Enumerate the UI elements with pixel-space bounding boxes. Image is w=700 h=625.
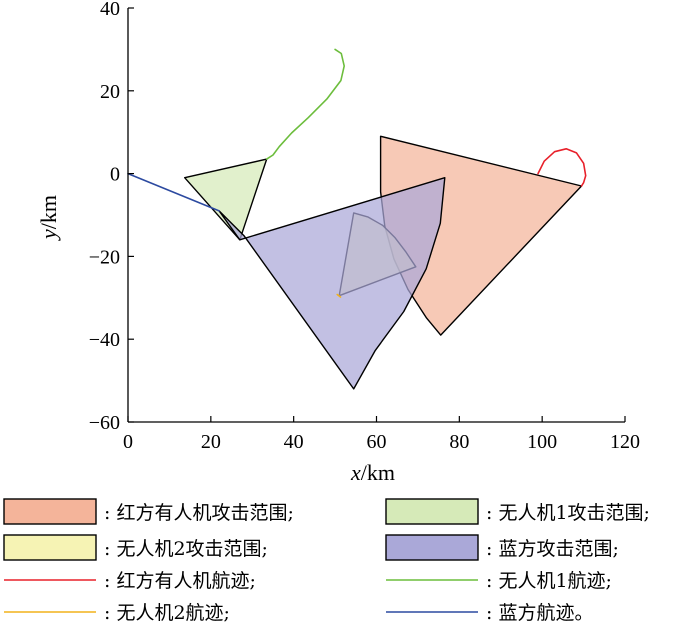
legend: : 红方有人机攻击范围; : 无人机1攻击范围; : 无人机2攻击范围; : 蓝方攻击… <box>3 498 650 624</box>
track-4 <box>127 172 220 212</box>
x-tick-label-60: 60 <box>367 431 387 453</box>
x-tick-label-100: 100 <box>527 431 557 453</box>
track-lines <box>127 48 587 298</box>
axis-ticks: 0 20 40 60 80 100 120 −60 −40 −20 0 20 40 <box>89 0 640 453</box>
legend-label-5: : 红方有人机航迹; <box>104 570 256 592</box>
sector-2 <box>183 158 268 241</box>
legend-label-3: : 无人机2攻击范围; <box>104 538 268 560</box>
y-tick-label-20: 20 <box>100 81 120 103</box>
x-tick-label-120: 120 <box>610 431 640 453</box>
legend-swatch-1 <box>3 498 97 525</box>
y-tick-label-40: 40 <box>100 0 120 20</box>
x-tick-label-80: 80 <box>449 431 469 453</box>
legend-item-1: : 红方有人机攻击范围; <box>3 498 294 525</box>
track-2 <box>265 48 346 160</box>
x-tick-label-20: 20 <box>201 431 221 453</box>
legend-label-8: : 蓝方航迹。 <box>486 602 593 624</box>
x-tick-label-0: 0 <box>123 431 133 453</box>
y-tick-label--40: −40 <box>89 329 120 351</box>
y-tick-label--20: −20 <box>89 246 120 268</box>
legend-item-7: : 无人机2航迹; <box>4 602 230 624</box>
legend-label-1: : 红方有人机攻击范围; <box>104 502 294 524</box>
legend-label-7: : 无人机2航迹; <box>104 602 230 624</box>
legend-item-8: : 蓝方航迹。 <box>386 602 593 624</box>
legend-item-6: : 无人机1航迹; <box>386 570 612 592</box>
legend-label-6: : 无人机1航迹; <box>486 570 612 592</box>
y-tick-label--60: −60 <box>89 412 120 434</box>
legend-label-2: : 无人机1攻击范围; <box>486 502 650 524</box>
x-axis-label: x/km <box>350 460 395 485</box>
legend-label-4: : 蓝方攻击范围; <box>486 538 619 560</box>
y-axis-label: y/km <box>36 195 61 241</box>
plot-area <box>183 135 583 390</box>
legend-item-4: : 蓝方攻击范围; <box>385 534 619 561</box>
sector-4 <box>218 176 446 390</box>
legend-swatch-4 <box>385 534 479 561</box>
y-tick-label-0: 0 <box>110 164 120 186</box>
track-3 <box>336 293 342 298</box>
legend-swatch-2 <box>385 498 479 525</box>
track-1 <box>537 148 587 187</box>
legend-swatch-3 <box>3 534 97 561</box>
x-tick-label-40: 40 <box>284 431 304 453</box>
legend-item-2: : 无人机1攻击范围; <box>385 498 650 525</box>
legend-item-5: : 红方有人机航迹; <box>4 570 256 592</box>
legend-item-3: : 无人机2攻击范围; <box>3 534 268 561</box>
